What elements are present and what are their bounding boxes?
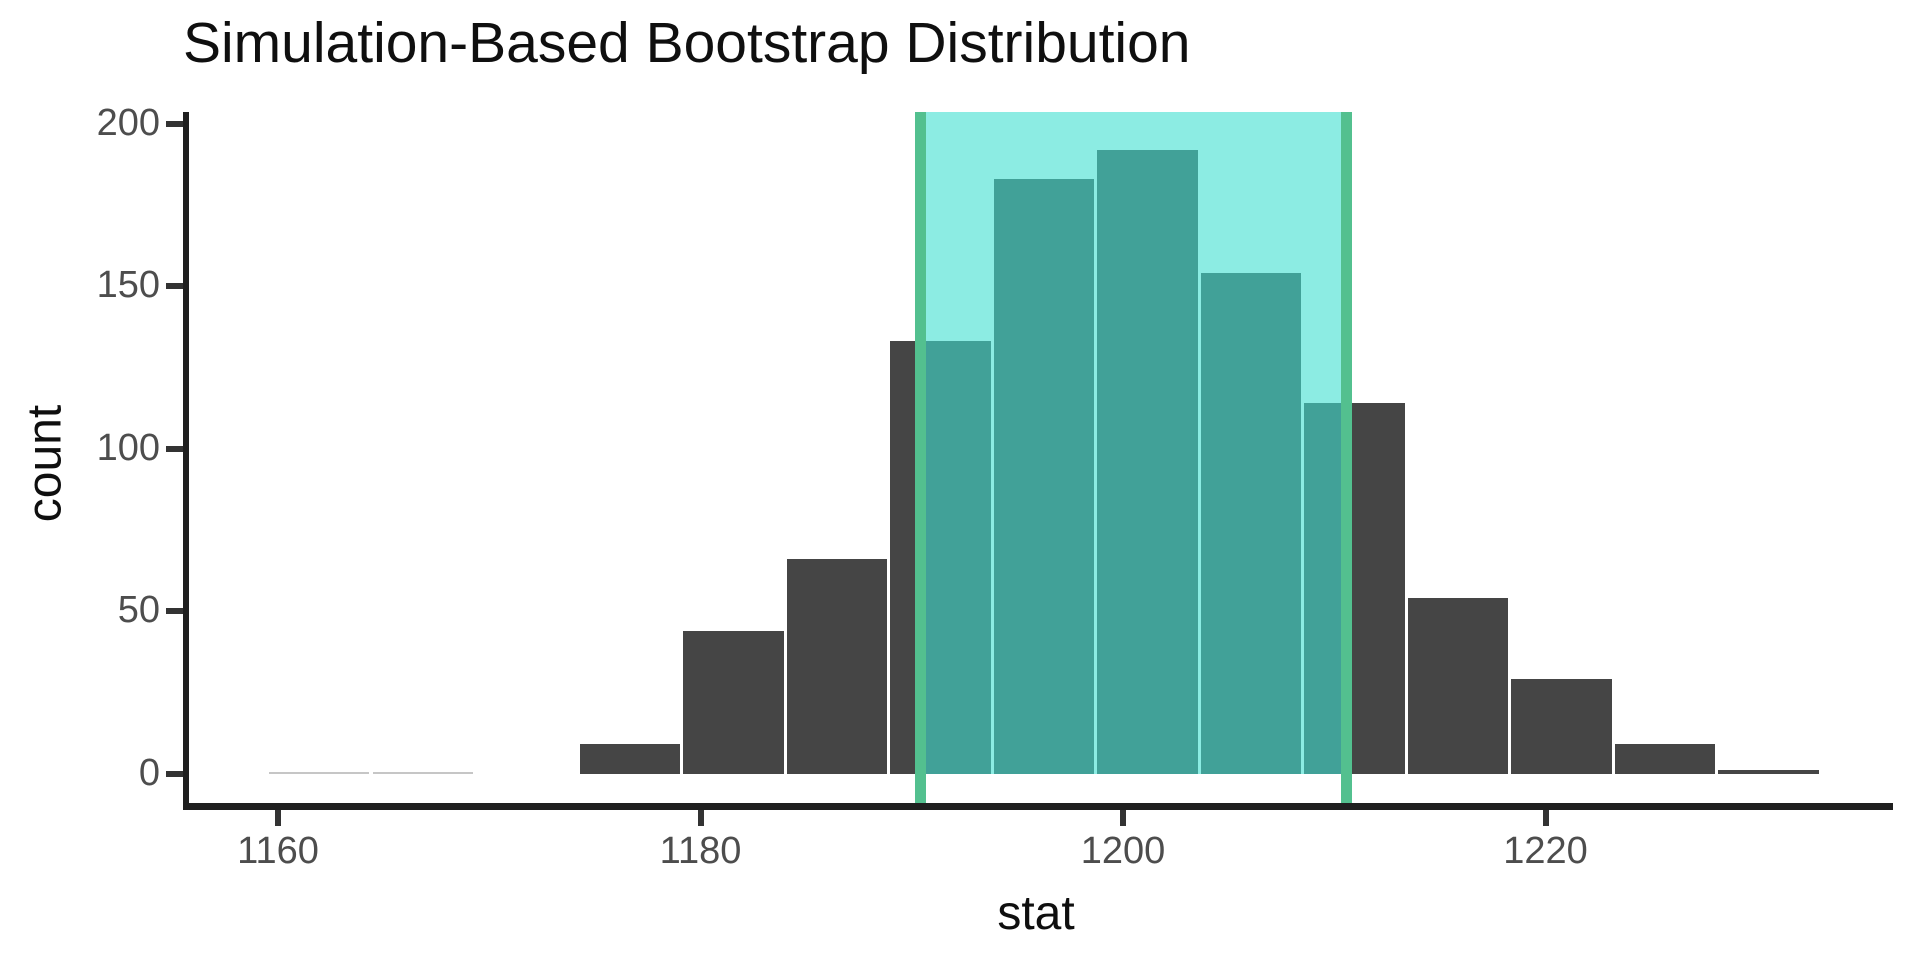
histogram-bar (1407, 598, 1509, 774)
x-tick-label: 1200 (1080, 830, 1166, 872)
y-tick-mark (166, 120, 184, 127)
confidence-interval-band (920, 112, 1347, 774)
x-tick-mark (1542, 808, 1549, 826)
x-tick-label: 1180 (659, 830, 742, 872)
chart-title: Simulation-Based Bootstrap Distribution (183, 11, 1191, 75)
histogram-bar (786, 559, 887, 774)
y-tick-label: 100 (96, 426, 160, 469)
y-tick-mark (166, 608, 184, 614)
y-tick-label: 150 (96, 264, 160, 306)
x-tick-mark (697, 808, 704, 826)
ci-lower-line (914, 112, 926, 806)
y-tick-mark (166, 770, 184, 777)
histogram-bar-faint (372, 771, 473, 774)
x-tick-mark (1120, 808, 1126, 826)
x-axis-title: stat (997, 887, 1075, 940)
ci-upper-line (1341, 112, 1353, 806)
histogram-bar-faint (268, 771, 370, 774)
histogram-bar (683, 630, 784, 774)
y-tick-label: 0 (138, 751, 160, 794)
y-tick-mark (166, 283, 184, 289)
histogram-bar (1511, 679, 1612, 774)
y-axis-line (183, 112, 189, 810)
x-tick-mark (275, 808, 281, 826)
histogram-bar (579, 744, 680, 774)
x-axis-line (183, 803, 1893, 810)
x-tick-label: 1160 (237, 830, 319, 872)
x-tick-label: 1220 (1503, 830, 1588, 872)
histogram-bar (1614, 744, 1716, 774)
y-tick-label: 50 (117, 589, 160, 631)
histogram-bar (1718, 770, 1819, 774)
y-tick-mark (166, 445, 184, 452)
y-tick-label: 200 (96, 101, 160, 144)
